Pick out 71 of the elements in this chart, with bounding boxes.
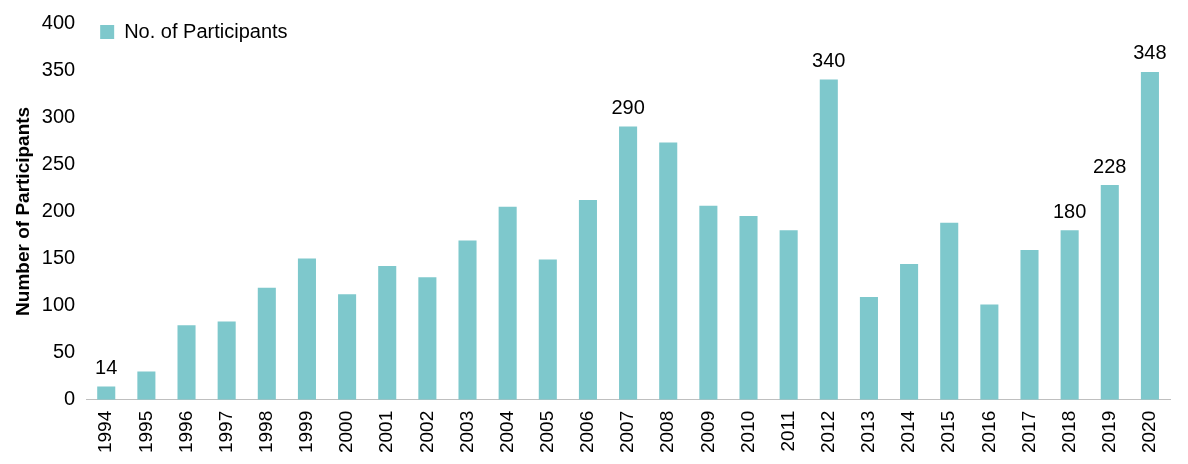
y-tick-label: 100 <box>41 293 76 316</box>
x-tick-label: 2006 <box>576 410 598 454</box>
bar <box>1100 185 1119 400</box>
x-tick-label: 2016 <box>977 410 999 454</box>
x-tick-label: 1999 <box>295 410 317 454</box>
x-tick-label: 2005 <box>536 410 558 454</box>
bar <box>458 240 477 400</box>
bar <box>940 222 959 400</box>
bar <box>739 216 758 400</box>
x-tick-label: 2004 <box>495 410 517 454</box>
bar <box>659 142 678 400</box>
bar <box>217 321 236 400</box>
bar <box>297 258 316 400</box>
bar <box>418 277 437 400</box>
bar <box>338 294 357 400</box>
bar <box>819 79 838 400</box>
bar <box>1020 249 1039 400</box>
x-tick-label: 2010 <box>736 410 758 454</box>
x-tick-label: 2014 <box>897 410 919 454</box>
x-tick-label: 2009 <box>696 410 718 454</box>
x-tick-label: 2018 <box>1057 410 1079 454</box>
bar <box>97 386 116 400</box>
bar <box>378 265 397 400</box>
bar <box>1140 71 1159 400</box>
x-tick-label: 2020 <box>1138 410 1160 454</box>
bar <box>779 230 798 400</box>
data-label: 348 <box>1133 41 1167 64</box>
y-tick-label: 350 <box>41 57 76 80</box>
bar <box>257 287 276 400</box>
x-tick-label: 2012 <box>817 410 839 454</box>
bar <box>498 206 517 400</box>
bar <box>619 126 638 400</box>
x-tick-label: 2002 <box>415 410 437 454</box>
x-tick-label: 1994 <box>94 410 116 454</box>
x-tick-label: 2001 <box>375 410 397 454</box>
data-label: 180 <box>1052 199 1087 222</box>
x-tick-label: 1997 <box>214 410 236 454</box>
y-tick-label: 300 <box>41 104 76 127</box>
y-tick-label: 200 <box>41 198 76 221</box>
bar <box>578 200 597 400</box>
x-tick-label: 2017 <box>1017 410 1039 454</box>
bar <box>137 371 156 400</box>
x-tick-label: 2007 <box>616 410 638 454</box>
data-label: 14 <box>95 356 118 379</box>
y-tick-label: 400 <box>41 10 76 33</box>
x-tick-label: 1996 <box>174 410 196 454</box>
bar <box>900 264 919 400</box>
legend-label: No. of Participants <box>124 19 288 42</box>
x-tick-label: 2015 <box>937 410 959 454</box>
y-tick-label: 250 <box>41 151 76 174</box>
y-tick-label: 50 <box>52 340 76 363</box>
data-label: 340 <box>812 49 846 72</box>
bar <box>177 325 196 400</box>
bar <box>1060 230 1079 400</box>
x-tick-label: 2013 <box>857 410 879 454</box>
data-label: 290 <box>611 96 645 119</box>
y-axis-title: Number of Participants <box>11 106 33 316</box>
bar <box>699 205 718 400</box>
x-tick-label: 2019 <box>1098 410 1120 454</box>
data-label: 228 <box>1093 154 1127 177</box>
bar <box>538 259 557 400</box>
x-tick-label: 2011 <box>776 410 798 452</box>
bar <box>859 297 878 400</box>
x-tick-label: 1995 <box>134 410 156 454</box>
y-tick-label: 0 <box>64 387 76 410</box>
x-tick-label: 2008 <box>656 410 678 454</box>
x-tick-label: 1998 <box>255 410 277 454</box>
x-tick-label: 2003 <box>455 410 477 454</box>
bar <box>980 304 999 400</box>
x-tick-label: 2000 <box>335 410 357 454</box>
y-tick-label: 150 <box>41 245 76 268</box>
